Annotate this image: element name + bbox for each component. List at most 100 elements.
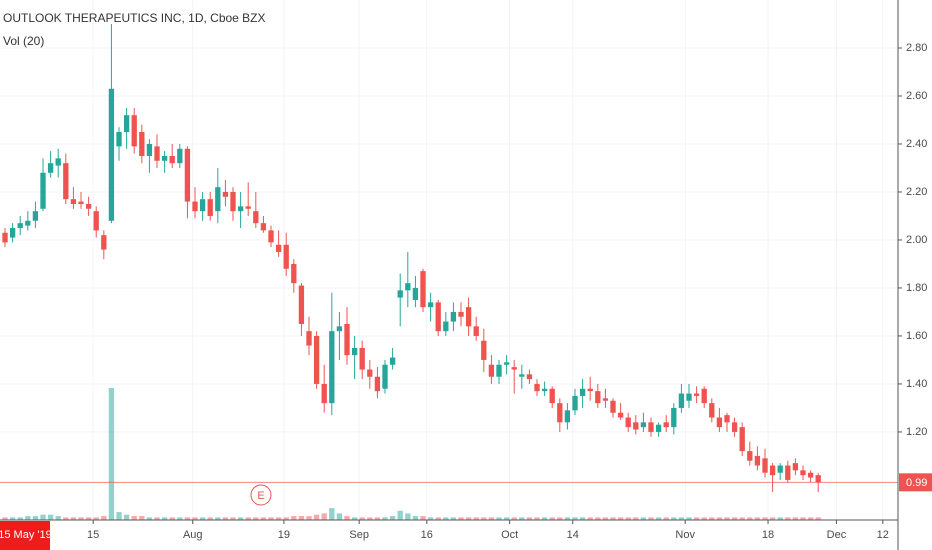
volume-bar [389, 516, 396, 520]
volume-bar [177, 517, 183, 520]
candle-body [222, 191, 229, 197]
candle-body [351, 347, 358, 356]
candle-body [473, 326, 479, 336]
volume-bar [587, 517, 593, 520]
candle-body [336, 326, 343, 332]
y-tick-label: 2.80 [906, 42, 927, 54]
volume-bar [595, 517, 601, 520]
volume-bar [633, 517, 639, 520]
candle-body [526, 374, 533, 380]
volume-bar [260, 517, 267, 520]
volume-bar [519, 517, 525, 520]
candle-body [283, 244, 289, 269]
volume-bar [207, 517, 213, 520]
candle-body [792, 463, 799, 471]
candle-body [291, 263, 297, 284]
candle-body [739, 427, 745, 452]
last-price-label: 0.99 [906, 477, 927, 489]
volume-bar [693, 517, 700, 520]
candle-body [579, 388, 586, 396]
volume-bar [405, 513, 411, 520]
volume-bar [298, 516, 305, 520]
chart-title: OUTLOOK THERAPEUTICS INC, 1D, Cboe BZX [3, 11, 266, 25]
volume-label: Vol (20) [3, 34, 44, 48]
candle-body [17, 223, 23, 228]
volume-bar [367, 517, 373, 520]
volume-bar [192, 517, 198, 520]
volume-bar [481, 517, 487, 520]
candle-body [610, 400, 616, 413]
volume-bar [435, 517, 441, 520]
volume-bar [625, 517, 631, 520]
volume-bar [716, 517, 723, 520]
candle-body [785, 465, 791, 480]
candle-body [367, 369, 373, 377]
candle-body [807, 472, 814, 478]
candle-body [253, 211, 259, 224]
candle-body [405, 283, 411, 291]
candle-body [78, 201, 84, 204]
candle-body [108, 88, 115, 221]
volume-bar [458, 517, 464, 520]
candle-body [557, 403, 563, 423]
volume-bar [222, 517, 229, 520]
volume-bar [617, 517, 624, 520]
volume-bar [739, 517, 745, 520]
volume-bar [678, 517, 685, 520]
y-tick-label: 1.60 [906, 330, 927, 342]
x-tick-label: 12 [877, 529, 889, 541]
y-tick-label: 2.00 [906, 234, 927, 246]
volume-bar [32, 516, 39, 520]
candle-body [116, 131, 122, 147]
y-tick-label: 2.40 [906, 138, 927, 150]
candle-body [260, 223, 267, 231]
candle-body [678, 393, 685, 408]
volume-bar [663, 517, 669, 520]
candle-body [306, 331, 312, 346]
candle-body [587, 388, 593, 392]
volume-bar [313, 514, 320, 520]
grid [0, 0, 898, 520]
candle-body [716, 417, 723, 428]
candle-body [754, 455, 761, 466]
volume-bar [85, 517, 92, 520]
candle-body [382, 364, 388, 389]
volume-bar [101, 516, 107, 520]
volume-bar [747, 517, 753, 520]
candle-body [617, 412, 624, 418]
candle-body [389, 357, 396, 365]
volume-bar [397, 510, 403, 520]
candle-body [313, 335, 320, 384]
volume-bar [230, 517, 236, 520]
volume-bar [640, 517, 647, 520]
volume-bar [55, 516, 61, 520]
volume-bar [800, 517, 806, 520]
volume-bar [131, 516, 137, 520]
candle-body [709, 403, 715, 418]
volume-bar [116, 512, 122, 520]
candle-body [777, 465, 783, 473]
candle-body [207, 199, 213, 216]
candle-body [549, 388, 555, 404]
volume-bar [215, 517, 221, 520]
x-tick-label: 16 [421, 529, 433, 541]
volume-bar [382, 517, 388, 520]
volume-bar [329, 508, 335, 520]
x-tick-label: Sep [349, 529, 369, 541]
candle-body [572, 395, 578, 411]
candle-body [85, 203, 92, 209]
candle-body [762, 458, 768, 473]
volume-bar [78, 517, 84, 520]
earnings-marker[interactable] [250, 484, 272, 506]
volume-bar [25, 516, 31, 520]
volume-bar [731, 517, 738, 520]
volume-bar [154, 517, 160, 520]
volume-bar [724, 517, 730, 520]
volume-bar [245, 517, 251, 520]
candle-body [47, 163, 54, 173]
candle-body [648, 422, 654, 432]
candle-body [800, 470, 806, 476]
volume-bar [534, 517, 540, 520]
volume-pane [2, 388, 821, 520]
candle-body [625, 417, 631, 428]
